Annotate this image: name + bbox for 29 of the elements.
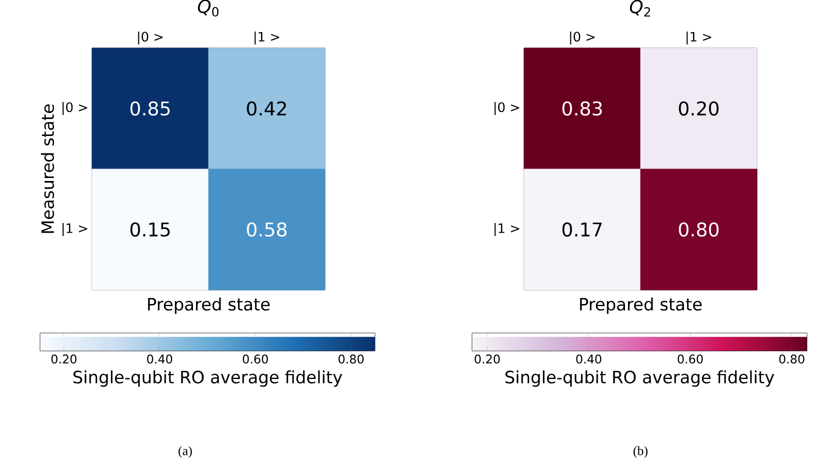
text: (b): [634, 446, 648, 458]
color-bar-label: 0.80: [779, 354, 804, 364]
data-label: 0.85: [130, 101, 170, 116]
data-label: 0.42: [246, 101, 286, 116]
data-label: 0.80: [678, 222, 719, 237]
color-bar-label: 0.80: [338, 354, 364, 364]
data-label: 0.83: [562, 101, 602, 116]
x-axis-title: Prepared state: [580, 298, 702, 314]
color-bar-title: Single-qubit RO average fidelity: [505, 370, 774, 387]
data-label: 0.58: [246, 222, 287, 237]
x-tick-label: |0 >: [570, 32, 595, 44]
x-axis-title: Prepared state: [148, 298, 270, 314]
y-axis-title: Measured state: [40, 104, 54, 233]
text: (a): [178, 446, 192, 458]
chart-title: Q$_{0}$: [198, 0, 218, 16]
color-bar-label: 0.40: [147, 354, 172, 364]
color-bar-label: 0.40: [576, 354, 602, 364]
color-bar-label: 0.60: [242, 354, 268, 364]
color-bar-title: Single-qubit RO average fidelity: [73, 370, 342, 387]
data-label: 0.20: [678, 101, 719, 116]
data-label: 0.15: [130, 222, 170, 237]
x-tick-label: |0 >: [138, 32, 163, 44]
x-tick-label: |1 >: [254, 32, 280, 44]
x-tick-label: |1 >: [686, 32, 712, 44]
color-bar-label: 0.20: [51, 354, 76, 364]
color-bar-label: 0.60: [678, 354, 703, 364]
color-bar-label: 0.20: [474, 354, 500, 364]
data-label: 0.17: [562, 222, 602, 237]
chart-title: Q$_{2}$: [630, 0, 650, 16]
